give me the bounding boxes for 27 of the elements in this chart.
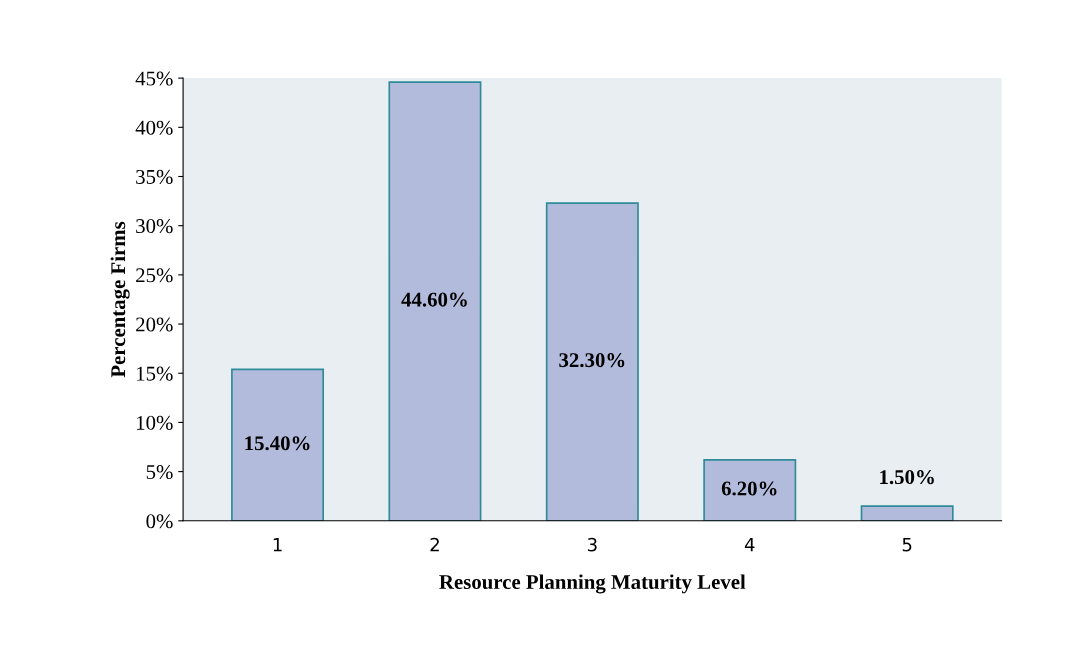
data-label: 32.30%	[559, 353, 625, 368]
x-tick-label: 5	[902, 538, 912, 552]
bar	[545, 202, 639, 521]
bar	[860, 505, 954, 521]
data-label: 15.40%	[245, 436, 310, 451]
data-label: 6.20%	[721, 481, 777, 496]
x-tick-label: 3	[587, 537, 597, 552]
y-tick-label: 20%	[136, 317, 173, 332]
x-tick-label: 1	[273, 538, 282, 552]
y-axis-title: Percentage Firms	[110, 221, 130, 378]
bar	[703, 458, 797, 521]
y-tick-label: 10%	[137, 415, 173, 430]
x-tick-label: 2	[430, 537, 439, 552]
y-tick-label: 0%	[146, 514, 173, 529]
y-tick-label: 30%	[136, 219, 173, 234]
bar	[231, 368, 325, 521]
bar	[388, 81, 482, 521]
data-label: 44.60%	[401, 292, 467, 307]
y-tick-label: 45%	[135, 71, 173, 86]
y-tick-label: 25%	[136, 268, 173, 283]
data-label: 1.50%	[880, 470, 934, 485]
y-tick-label: 5%	[146, 464, 173, 480]
y-tick-label: 35%	[136, 169, 173, 184]
x-tick-label: 4	[744, 538, 755, 552]
y-tick-label: 40%	[135, 120, 173, 135]
x-axis-title: Resource Planning Maturity Level	[439, 574, 746, 594]
y-tick-label: 15%	[137, 366, 173, 381]
